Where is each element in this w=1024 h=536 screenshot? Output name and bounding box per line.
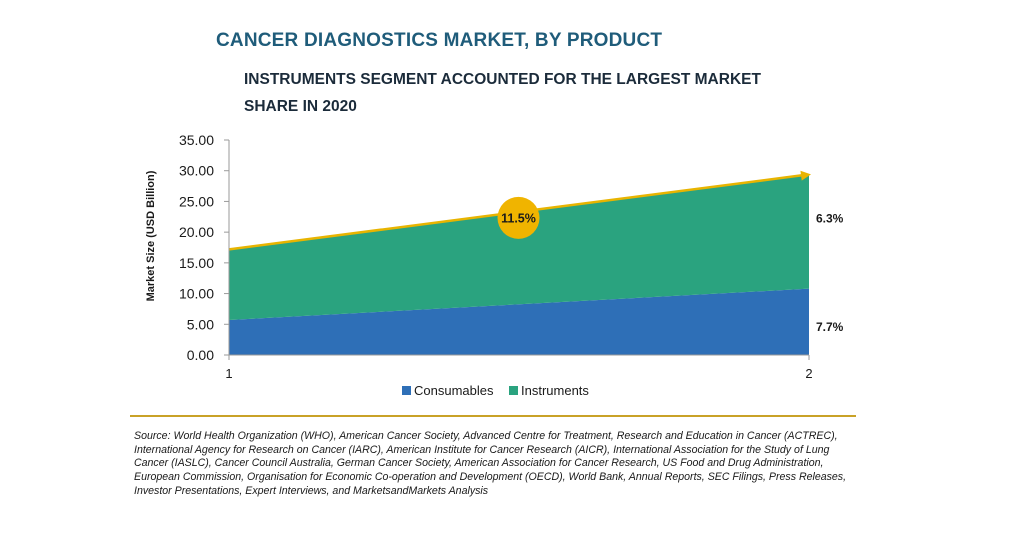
y-tick-label: 20.00 <box>179 224 214 240</box>
cagr-bubble-label: 11.5% <box>501 211 536 225</box>
cagr-label-consumables: 7.7% <box>816 320 844 334</box>
y-tick-label: 35.00 <box>179 132 214 148</box>
area-instruments <box>229 174 809 320</box>
cagr-label-instruments: 6.3% <box>816 212 844 226</box>
legend-swatch-consumables <box>402 386 411 395</box>
legend-label-consumables: Consumables <box>414 383 494 398</box>
legend-item-instruments: Instruments <box>509 383 589 398</box>
y-tick-label: 25.00 <box>179 193 214 209</box>
x-tick-label: 2 <box>805 366 812 381</box>
y-tick-label: 30.00 <box>179 163 214 179</box>
cagr-bubble <box>497 196 540 239</box>
area-consumables <box>229 288 809 355</box>
legend-item-consumables: Consumables <box>402 383 494 398</box>
y-tick-label: 5.00 <box>187 316 214 332</box>
chart-subtitle: INSTRUMENTS SEGMENT ACCOUNTED FOR THE LA… <box>244 71 761 115</box>
x-tick-label: 1 <box>225 366 232 381</box>
y-axis-label: Market Size (USD Billion) <box>145 170 157 301</box>
growth-arrow-head <box>800 170 811 181</box>
legend-swatch-instruments <box>509 386 518 395</box>
y-tick-label: 0.00 <box>187 347 214 363</box>
y-tick-label: 15.00 <box>179 255 214 271</box>
source-note: Source: World Health Organization (WHO),… <box>134 430 847 497</box>
chart-title: CANCER DIAGNOSTICS MARKET, BY PRODUCT <box>216 30 663 51</box>
legend-label-instruments: Instruments <box>521 383 589 398</box>
y-tick-label: 10.00 <box>179 286 214 302</box>
source-divider <box>130 415 856 417</box>
